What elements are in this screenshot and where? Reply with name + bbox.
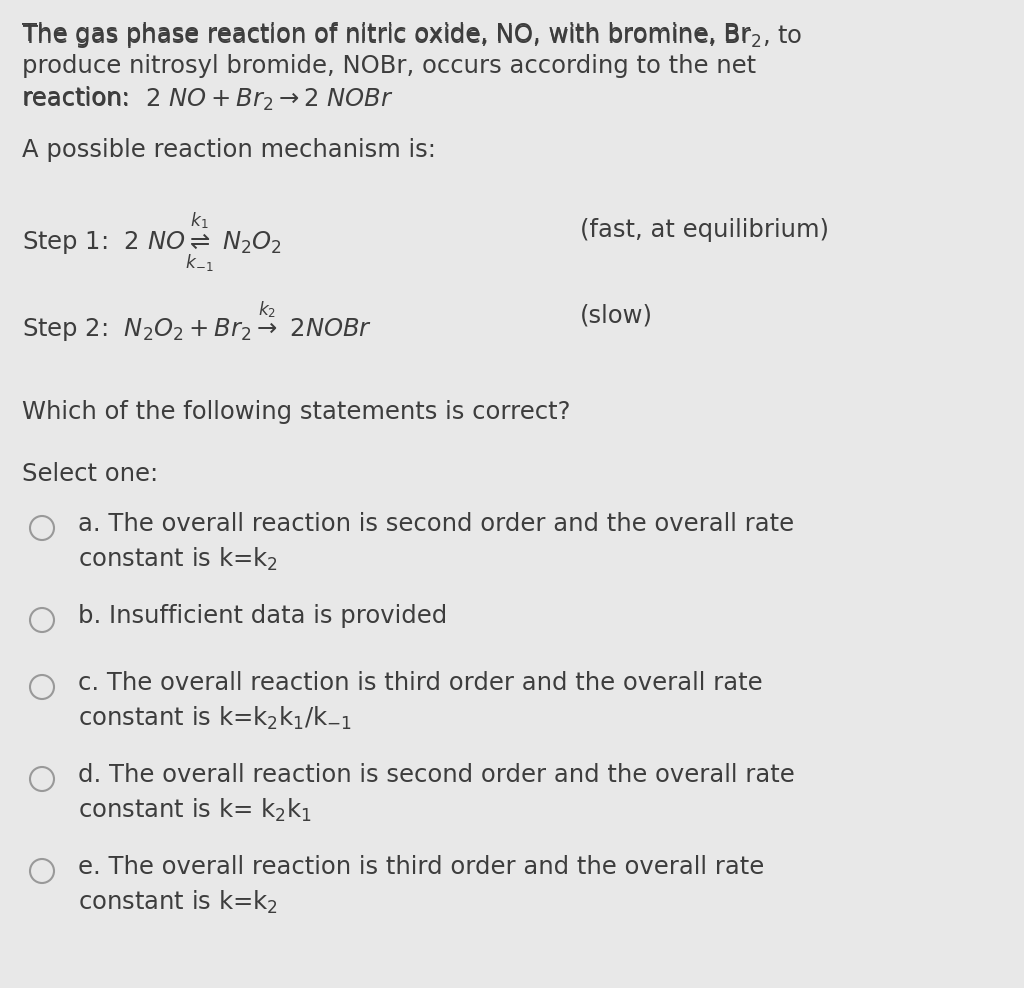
Text: Step 2:  $N_2O_2 + \mathit{Br}_2 \overset{k_2}{\rightarrow}\ 2\mathit{NOBr}$: Step 2: $N_2O_2 + \mathit{Br}_2 \overset… xyxy=(22,300,372,345)
Text: Which of the following statements is correct?: Which of the following statements is cor… xyxy=(22,400,570,424)
Text: Step 1:  $2\ \mathit{NO} \underset{k_{-1}}{\overset{k_1}{\rightleftharpoons}}\ N: Step 1: $2\ \mathit{NO} \underset{k_{-1}… xyxy=(22,210,282,274)
Text: constant is k=k$_2$: constant is k=k$_2$ xyxy=(78,546,278,573)
Text: The gas phase reaction of nitric oxide, NO, with bromine, Br$_2$, to: The gas phase reaction of nitric oxide, … xyxy=(22,22,803,50)
Text: constant is k=k$_2$k$_1$/k$_{-1}$: constant is k=k$_2$k$_1$/k$_{-1}$ xyxy=(78,705,352,732)
Text: Select one:: Select one: xyxy=(22,462,159,486)
Text: (fast, at equilibrium): (fast, at equilibrium) xyxy=(580,218,829,242)
Text: constant is k=k$_2$: constant is k=k$_2$ xyxy=(78,889,278,916)
Text: reaction:  $2\ \mathit{NO} + \mathit{Br}_2 \rightarrow 2\ \mathit{NOBr}$: reaction: $2\ \mathit{NO} + \mathit{Br}_… xyxy=(22,86,393,114)
Text: produce nitrosyl bromide, NOBr, occurs according to the net: produce nitrosyl bromide, NOBr, occurs a… xyxy=(22,54,756,78)
Text: a. The overall reaction is second order and the overall rate: a. The overall reaction is second order … xyxy=(78,512,795,536)
Text: d. The overall reaction is second order and the overall rate: d. The overall reaction is second order … xyxy=(78,763,795,787)
Text: reaction:: reaction: xyxy=(22,86,145,110)
Text: e. The overall reaction is third order and the overall rate: e. The overall reaction is third order a… xyxy=(78,855,764,879)
Text: c. The overall reaction is third order and the overall rate: c. The overall reaction is third order a… xyxy=(78,671,763,695)
Text: A possible reaction mechanism is:: A possible reaction mechanism is: xyxy=(22,138,436,162)
Text: constant is k= k$_2$k$_1$: constant is k= k$_2$k$_1$ xyxy=(78,797,311,824)
Text: (slow): (slow) xyxy=(580,304,653,328)
Text: The gas phase reaction of nitric oxide, NO, with bromine, Br: The gas phase reaction of nitric oxide, … xyxy=(22,22,751,46)
Text: b. Insufficient data is provided: b. Insufficient data is provided xyxy=(78,604,447,628)
